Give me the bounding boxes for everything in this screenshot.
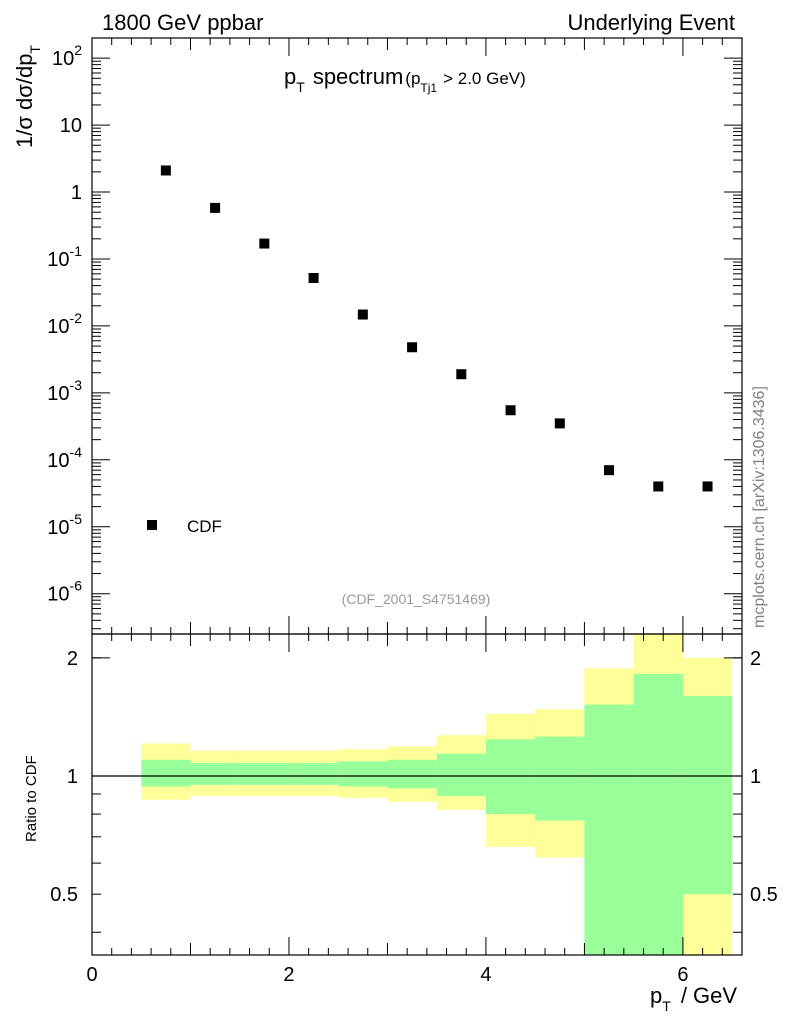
x-axis-label-unit: / GeV <box>681 983 738 1008</box>
x-tick-label: 2 <box>283 964 294 986</box>
ratio-frame <box>91 633 743 956</box>
y-tick-label: 10-1 <box>47 243 82 271</box>
ratio-y-tick-label-left: 0.5 <box>50 884 78 906</box>
ratio-green-band-bin <box>535 736 585 821</box>
x-axis-label: pT / GeV <box>650 983 737 1014</box>
ratio-green-band-bin <box>239 762 289 785</box>
title-cond-open: (p <box>405 69 420 88</box>
x-tick-label: 6 <box>677 964 688 986</box>
ratio-y-tick-label-left: 2 <box>67 648 78 670</box>
ratio-green-band-bin <box>190 762 240 785</box>
header-left-label: 1800 GeV ppbar <box>102 10 263 35</box>
x-tick-label: 0 <box>86 964 97 986</box>
data-point <box>160 165 171 176</box>
data-point <box>604 465 615 476</box>
legend-label: CDF <box>187 517 222 536</box>
analysis-tag: (CDF_2001_S4751469) <box>342 591 491 607</box>
ratio-green-band-bin <box>485 739 536 815</box>
data-point <box>505 405 516 416</box>
watermark: mcplots.cern.ch [arXiv:1306.3436] <box>751 386 768 628</box>
data-point <box>456 369 467 380</box>
data-point <box>653 481 664 492</box>
y-tick-label: 10-3 <box>47 377 82 405</box>
y-tick-label: 1 <box>71 182 82 204</box>
data-point <box>308 272 319 283</box>
axis-tick-labels: 0 2 4 6 10-6 10-5 10-4 10-3 10-2 10-1 1 10 102 0.5 0.5… <box>47 42 778 986</box>
ratio-green-band-bin <box>288 762 339 785</box>
y-axis-label-main: 1/σ dσ/dp <box>12 54 37 148</box>
y-tick-label: 10-2 <box>47 310 82 338</box>
ratio-green-band-bin <box>633 673 683 955</box>
title-cond-rest: > 2.0 GeV) <box>443 69 526 88</box>
ratio-green-band-bin <box>584 704 634 955</box>
ratio-green-band-bin <box>338 761 388 787</box>
y-tick-label: 102 <box>52 42 82 70</box>
y-tick-label: 10-5 <box>47 511 82 539</box>
y-axis-label-sub: T <box>27 45 43 54</box>
x-tick-label: 4 <box>480 964 491 986</box>
ratio-y-tick-label-left: 1 <box>67 766 78 788</box>
title-spectrum: spectrum <box>313 64 403 89</box>
main-frame <box>91 37 743 635</box>
title-p: p <box>284 64 296 89</box>
data-point <box>259 238 270 249</box>
y-tick-label: 10 <box>60 115 82 137</box>
ratio-y-axis-label: Ratio to CDF <box>23 755 40 842</box>
plot-title: pT spectrum (pTj1 > 2.0 GeV) <box>284 64 526 95</box>
ratio-y-tick-label-right: 1 <box>750 766 761 788</box>
ratio-green-band-bin <box>436 753 486 796</box>
ratio-y-tick-label-right: 2 <box>750 648 761 670</box>
header-right-label: Underlying Event <box>567 10 735 35</box>
legend-marker <box>147 520 157 530</box>
data-point <box>210 202 221 213</box>
y-tick-label: 10-4 <box>47 444 82 472</box>
data-points <box>160 165 713 492</box>
title-cond-sub: Tj1 <box>420 81 437 95</box>
title-p-sub: T <box>296 79 305 95</box>
data-point <box>554 418 565 429</box>
ratio-y-tick-label-right: 0.5 <box>750 884 778 906</box>
y-tick-label: 10-6 <box>47 578 82 606</box>
x-axis-label-p: p <box>650 983 662 1008</box>
ratio-green-band-bin <box>682 695 733 895</box>
ratio-green-band-bin <box>141 759 191 787</box>
axis-ticks <box>91 37 743 955</box>
x-axis-label-sub: T <box>662 998 671 1014</box>
y-axis-label: 1/σ dσ/dpT <box>12 45 43 148</box>
data-point <box>357 309 368 320</box>
ratio-bands <box>141 634 733 955</box>
data-point <box>407 342 418 353</box>
data-point <box>702 481 713 492</box>
ratio-green-band-bin <box>387 759 437 789</box>
